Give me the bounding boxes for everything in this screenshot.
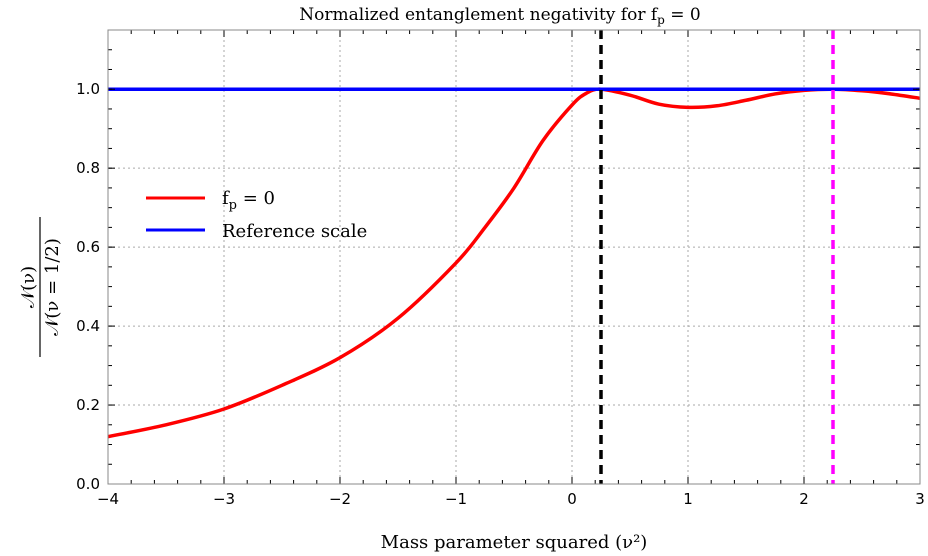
legend-label-fp0: fp = 0	[222, 188, 275, 213]
x-axis-label: Mass parameter squared (ν²)	[381, 532, 648, 553]
x-tick-label: −4	[97, 490, 119, 508]
legend-label-reference: Reference scale	[222, 221, 367, 242]
x-tick-label: −2	[329, 490, 351, 508]
x-tick-label: 0	[567, 490, 577, 508]
y-tick-label: 0.6	[76, 238, 100, 256]
series-line-fp0	[107, 87, 921, 439]
x-tick-label: 3	[915, 490, 925, 508]
chart-title: Normalized entanglement negativity for f…	[299, 5, 700, 27]
x-tick-label: 1	[683, 490, 693, 508]
y-label-denominator: 𝒩(ν = 1/2)	[42, 238, 63, 336]
grid	[108, 30, 920, 484]
plot-frame	[107, 29, 921, 485]
y-tick-label: 0.0	[76, 475, 100, 493]
y-label-numerator: 𝒩(ν)	[18, 266, 39, 308]
y-axis-label: 𝒩(ν) 𝒩(ν = 1/2)	[18, 217, 63, 357]
x-tick-label: −1	[445, 490, 467, 508]
y-tick-label: 0.8	[76, 159, 100, 177]
x-tick-label: −3	[213, 490, 235, 508]
y-tick-label: 0.2	[76, 396, 100, 414]
x-tick-label: 2	[799, 490, 809, 508]
legend: fp = 0 Reference scale	[146, 188, 367, 242]
curves	[107, 30, 921, 484]
y-tick-label: 1.0	[76, 80, 100, 98]
axes: −4 −3 −2 −1 0 1 2 3 0.0 0.2 0.4 0.6 0.8 1.0	[76, 29, 925, 508]
y-tick-label: 0.4	[76, 317, 100, 335]
